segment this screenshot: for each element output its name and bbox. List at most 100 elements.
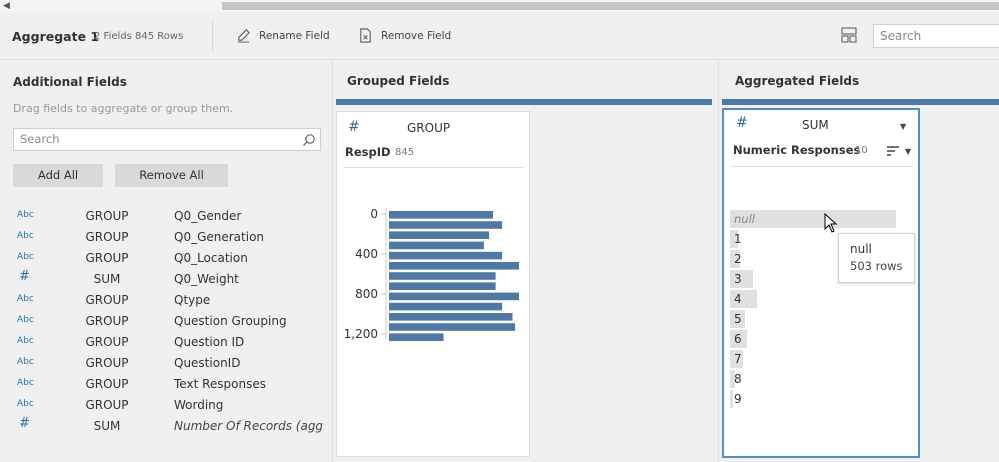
field-name: Numeric Responses — [733, 143, 861, 157]
field-aggregation[interactable]: SUM — [93, 272, 121, 286]
field-aggregation[interactable]: GROUP — [85, 209, 129, 223]
histogram-bar[interactable] — [389, 251, 503, 260]
scrollbar-thumb[interactable] — [222, 2, 999, 10]
field-aggregation[interactable]: SUM — [93, 419, 121, 433]
histogram-bar[interactable] — [389, 241, 484, 250]
tooltip-rows: 503 rows — [850, 259, 903, 273]
value-bar — [730, 370, 735, 388]
field-name: Question Grouping — [174, 314, 287, 328]
histogram-bar[interactable] — [389, 282, 496, 290]
value-bar — [730, 250, 740, 268]
additional-fields-panel: Additional Fields Drag fields to aggrega… — [0, 60, 330, 462]
field-row[interactable]: Abc GROUP Q0_Gender — [0, 206, 330, 227]
string-type-icon: Abc — [17, 231, 34, 241]
field-row[interactable]: # SUM Number Of Records (agg... — [0, 416, 330, 437]
histogram-bar[interactable] — [389, 302, 503, 311]
field-row[interactable]: Abc GROUP Question Grouping — [0, 311, 330, 332]
pencil-icon — [237, 29, 250, 43]
string-type-icon: Abc — [17, 294, 34, 304]
histogram-bar[interactable] — [389, 262, 519, 270]
value-row[interactable]: 3 — [730, 270, 896, 288]
value-row[interactable]: 5 — [730, 310, 896, 328]
histogram-bar[interactable] — [389, 292, 519, 301]
field-aggregation[interactable]: GROUP — [85, 230, 129, 244]
value-row[interactable]: null — [730, 210, 896, 228]
value-label: 4 — [734, 292, 742, 306]
sort-icon[interactable] — [886, 145, 900, 157]
value-label: 2 — [734, 252, 742, 266]
field-name: Question ID — [174, 335, 245, 349]
scroll-left-arrow-icon[interactable]: ◀ — [3, 1, 10, 11]
rename-field-button[interactable]: Rename Field — [236, 28, 330, 43]
number-type-icon: # — [348, 119, 360, 135]
additional-fields-search[interactable] — [13, 128, 321, 151]
histogram-bar[interactable] — [389, 272, 496, 280]
field-card-numeric-responses[interactable]: # SUM ▼ Numeric Responses 10 ▼ null 1 2 3 4 5… — [722, 108, 920, 458]
layout-toggle-icon[interactable] — [841, 27, 857, 43]
field-aggregation[interactable]: GROUP — [85, 377, 129, 391]
field-row[interactable]: Abc GROUP Q0_Generation — [0, 227, 330, 248]
toolbar-divider — [212, 20, 213, 52]
field-aggregation[interactable]: GROUP — [85, 251, 129, 265]
field-aggregation[interactable]: GROUP — [85, 335, 129, 349]
field-row[interactable]: Abc GROUP Q0_Location — [0, 248, 330, 269]
histogram-bar[interactable] — [389, 221, 503, 229]
rename-field-label: Rename Field — [259, 29, 330, 42]
sort-dropdown-icon[interactable]: ▼ — [905, 147, 912, 156]
value-bar — [730, 390, 734, 408]
string-type-icon: Abc — [17, 210, 34, 220]
string-type-icon: Abc — [17, 399, 34, 409]
value-row[interactable]: 2 — [730, 250, 896, 268]
respid-histogram[interactable]: 0 400 800 1,200 — [337, 192, 531, 342]
histogram-tick-label: 800 — [355, 287, 378, 301]
grouped-fields-title: Grouped Fields — [347, 74, 450, 88]
grouped-fields-drop-bar — [336, 99, 712, 105]
value-row[interactable]: 7 — [730, 350, 896, 368]
field-row[interactable]: Abc GROUP Qtype — [0, 290, 330, 311]
field-aggregation[interactable]: GROUP — [85, 314, 129, 328]
value-row[interactable]: 8 — [730, 370, 896, 388]
additional-fields-search-input[interactable] — [20, 132, 300, 146]
field-card-respid[interactable]: # GROUP RespID 845 0 400 800 1,200 — [336, 111, 530, 457]
field-name: Number Of Records (agg... — [174, 419, 324, 433]
aggregation-dropdown-icon[interactable]: ▼ — [900, 122, 907, 131]
histogram-bar[interactable] — [389, 313, 513, 321]
value-row[interactable]: 9 — [730, 390, 896, 408]
field-aggregation[interactable]: GROUP — [85, 356, 129, 370]
remove-all-button[interactable]: Remove All — [115, 164, 228, 187]
field-aggregation[interactable]: GROUP — [85, 398, 129, 412]
field-name: Q0_Location — [174, 251, 248, 265]
value-bar — [730, 330, 747, 348]
value-row[interactable]: 1 — [730, 230, 896, 248]
value-label: 1 — [734, 232, 742, 246]
number-type-icon: # — [19, 269, 30, 284]
add-all-button[interactable]: Add All — [13, 164, 103, 187]
field-name: Qtype — [174, 293, 211, 307]
field-row[interactable]: # SUM Q0_Weight — [0, 269, 330, 290]
additional-fields-hint: Drag fields to aggregate or group them. — [13, 102, 234, 115]
horizontal-scrollbar[interactable]: ◀ — [0, 0, 999, 12]
histogram-bar[interactable] — [389, 323, 516, 331]
aggregation-label[interactable]: SUM — [802, 118, 829, 132]
tooltip-title: null — [850, 242, 872, 256]
value-tooltip: null 503 rows — [838, 233, 915, 283]
histogram-bar[interactable] — [389, 333, 444, 341]
field-name: Text Responses — [174, 377, 266, 391]
field-row[interactable]: Abc GROUP Wording — [0, 395, 330, 416]
aggregation-label[interactable]: GROUP — [407, 121, 451, 135]
value-row[interactable]: 4 — [730, 290, 896, 308]
search-icon[interactable] — [302, 133, 316, 147]
field-row[interactable]: Abc GROUP Text Responses — [0, 374, 330, 395]
value-row[interactable]: 6 — [730, 330, 896, 348]
string-type-icon: Abc — [17, 336, 34, 346]
field-row[interactable]: Abc GROUP QuestionID — [0, 353, 330, 374]
histogram-bar[interactable] — [389, 231, 490, 239]
number-type-icon: # — [19, 416, 30, 431]
toolbar-search-input[interactable] — [873, 24, 999, 48]
field-row[interactable]: Abc GROUP Question ID — [0, 332, 330, 353]
value-bar — [730, 210, 896, 228]
remove-field-button[interactable]: Remove Field — [358, 28, 451, 43]
histogram-bar[interactable] — [389, 211, 493, 219]
field-name: Wording — [174, 398, 224, 412]
field-aggregation[interactable]: GROUP — [85, 293, 129, 307]
